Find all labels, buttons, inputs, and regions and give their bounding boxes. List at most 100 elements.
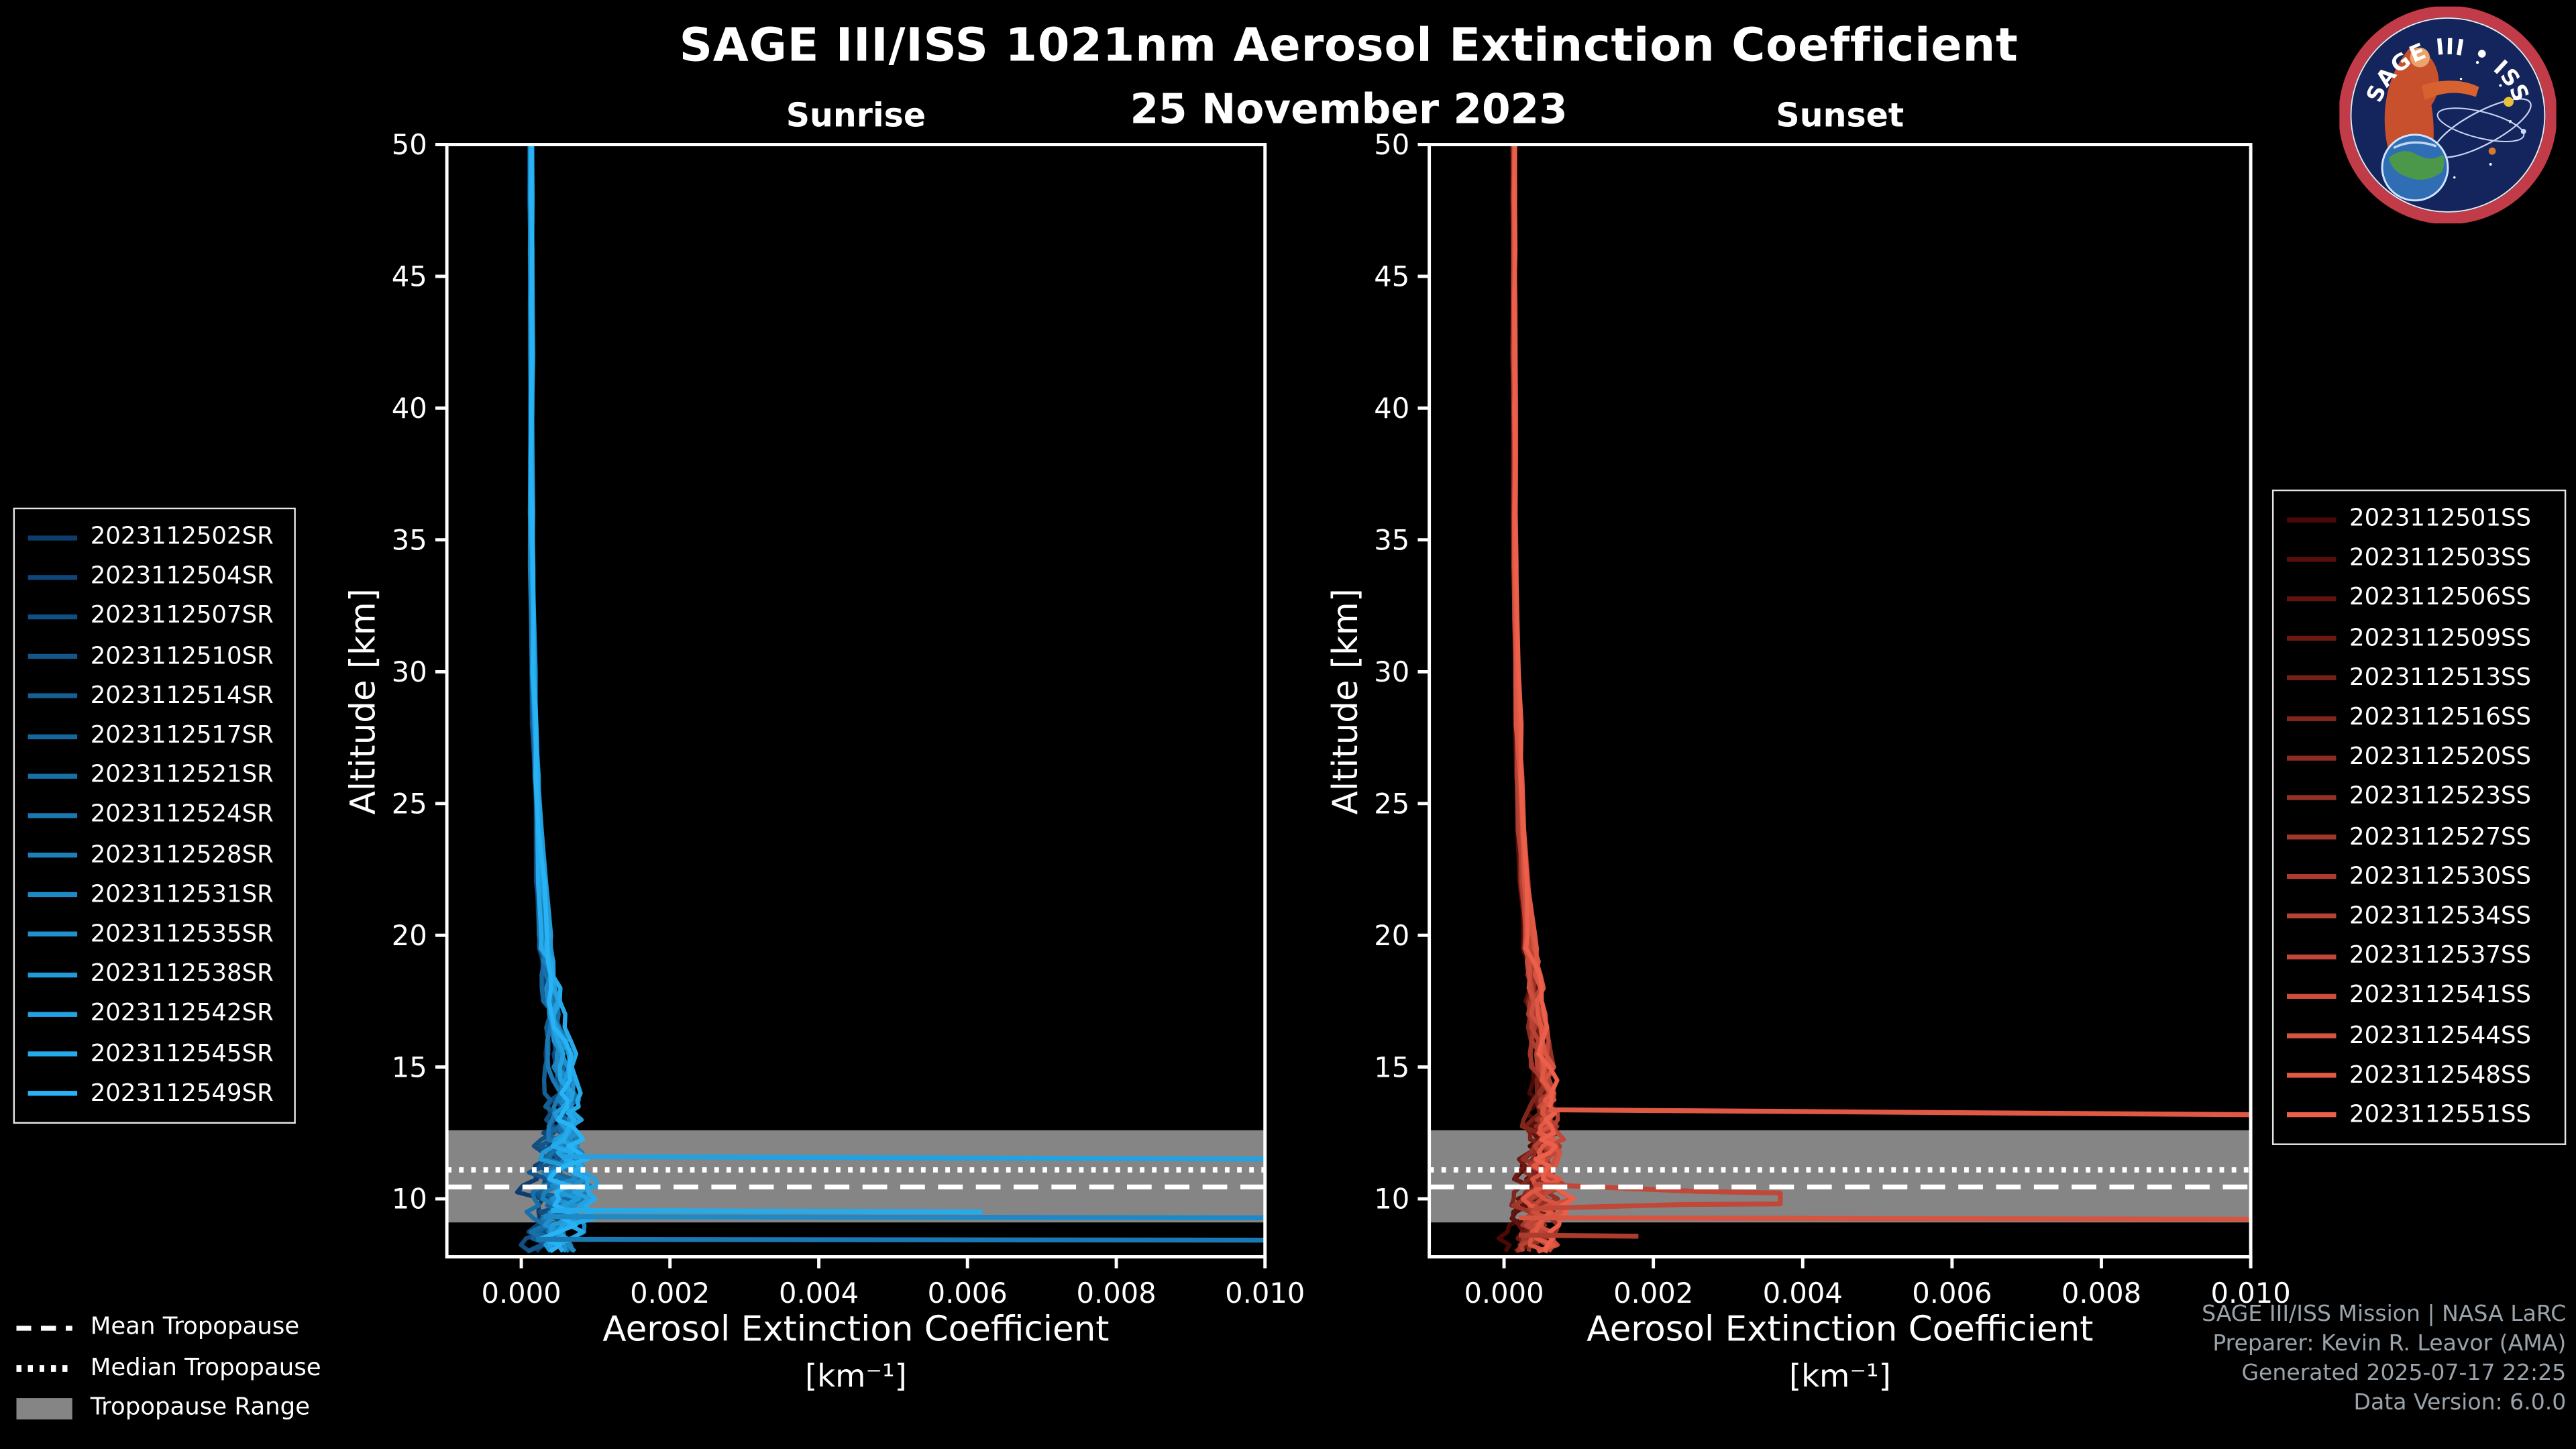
plot-border <box>445 143 1267 1258</box>
series-label: 2023112527SS <box>2349 824 2532 851</box>
series-color-swatch-icon <box>2286 835 2337 840</box>
y-axis-label-sunrise: Altitude [km] <box>343 588 383 815</box>
series-label: 2023112523SS <box>2349 784 2532 811</box>
series-label: 2023112501SS <box>2349 506 2532 533</box>
median-tropopause-legend-item: Median Tropopause <box>16 1348 321 1388</box>
legend-item: 2023112502SR <box>28 517 281 557</box>
series-label: 2023112534SS <box>2349 903 2532 930</box>
y-tick-label: 15 <box>1374 1051 1409 1083</box>
series-color-swatch-icon <box>28 654 78 659</box>
y-tick-label: 50 <box>392 128 427 161</box>
dashed-line-icon <box>16 1325 72 1331</box>
series-color-swatch-icon <box>28 813 78 818</box>
profile-line <box>1512 144 1576 1252</box>
x-tick-label: 0.002 <box>630 1277 710 1309</box>
sunrise-series-group <box>515 144 1265 1254</box>
logo-earth-icon <box>2381 133 2449 202</box>
series-label: 2023112544SS <box>2349 1022 2532 1049</box>
x-tick-label: 0.010 <box>1225 1277 1305 1309</box>
legend-item: 2023112538SR <box>28 955 281 994</box>
series-label: 2023112506SS <box>2349 585 2532 612</box>
tropopause-legend: Mean Tropopause Median Tropopause Tropop… <box>16 1307 321 1428</box>
series-label: 2023112548SS <box>2349 1062 2532 1089</box>
x-tick-label: 0.000 <box>481 1277 561 1309</box>
x-axis-units-sunrise: [km⁻¹] <box>805 1358 907 1395</box>
profile-line <box>1511 144 1576 1254</box>
legend-sunrise: 2023112502SR 2023112504SR 2023112507SR 2023… <box>13 507 296 1124</box>
series-label: 2023112521SR <box>90 762 274 790</box>
mean-tropopause-label: Mean Tropopause <box>90 1314 300 1341</box>
series-color-swatch-icon <box>2286 1073 2337 1079</box>
legend-item: 2023112537SS <box>2286 936 2551 976</box>
legend-item: 2023112513SS <box>2286 658 2551 698</box>
legend-item: 2023112545SR <box>28 1034 281 1073</box>
series-color-swatch-icon <box>28 1051 78 1057</box>
series-label: 2023112528SR <box>90 842 274 869</box>
legend-item: 2023112549SR <box>28 1074 281 1114</box>
legend-item: 2023112517SR <box>28 716 281 756</box>
sunset-series-group <box>1496 144 2251 1254</box>
y-tick-label: 45 <box>1374 260 1409 293</box>
legend-item: 2023112528SR <box>28 835 281 875</box>
x-axis-label-sunrise: Aerosol Extinction Coefficient <box>602 1309 1110 1349</box>
y-tick-label: 20 <box>392 919 427 952</box>
y-tick-label: 30 <box>392 655 427 688</box>
x-tick-label: 0.008 <box>1076 1277 1156 1309</box>
y-tick-label: 20 <box>1374 919 1409 952</box>
logo-ring <box>2339 6 2557 224</box>
x-tick-label: 0.000 <box>1464 1277 1544 1309</box>
series-color-swatch-icon <box>2286 715 2337 720</box>
mean-tropopause-legend-item: Mean Tropopause <box>16 1307 321 1348</box>
legend-item: 2023112548SS <box>2286 1056 2551 1095</box>
figure-title: SAGE III/ISS 1021nm Aerosol Extinction C… <box>679 17 2019 72</box>
legend-sunset: 2023112501SS 2023112503SS 2023112506SS 2023… <box>2271 489 2567 1145</box>
cloud-extinction-line <box>1519 1215 2251 1222</box>
series-color-swatch-icon <box>2286 1033 2337 1038</box>
credit-data-version: Data Version: 6.0.0 <box>2353 1389 2567 1417</box>
series-color-swatch-icon <box>28 694 78 699</box>
y-tick-label: 40 <box>1374 392 1409 425</box>
legend-item: 2023112534SS <box>2286 897 2551 936</box>
legend-item: 2023112509SS <box>2286 619 2551 658</box>
series-label: 2023112503SS <box>2349 545 2532 572</box>
legend-item: 2023112542SR <box>28 994 281 1034</box>
logo-inner-ring <box>2350 17 2546 213</box>
plot-border <box>1428 143 2253 1258</box>
series-color-swatch-icon <box>2286 636 2337 641</box>
legend-item: 2023112516SS <box>2286 698 2551 738</box>
series-color-swatch-icon <box>2286 954 2337 959</box>
x-tick-label: 0.008 <box>2061 1277 2141 1309</box>
y-tick-label: 50 <box>1374 128 1409 161</box>
tropopause-range-label: Tropopause Range <box>90 1395 310 1421</box>
gray-patch-icon <box>16 1397 72 1419</box>
legend-item: 2023112520SS <box>2286 738 2551 777</box>
credit-generated: Generated 2025-07-17 22:25 <box>2241 1360 2567 1387</box>
series-label: 2023112530SS <box>2349 863 2532 890</box>
series-color-swatch-icon <box>28 971 78 977</box>
y-tick-label: 10 <box>392 1183 427 1216</box>
series-label: 2023112531SR <box>90 881 274 908</box>
x-tick-label: 0.002 <box>1613 1277 1693 1309</box>
series-label: 2023112535SR <box>90 921 274 948</box>
series-color-swatch-icon <box>2286 874 2337 879</box>
x-tick-label: 0.010 <box>2211 1277 2291 1309</box>
panel-title-sunset: Sunset <box>1776 95 1904 135</box>
y-tick-label: 25 <box>1374 787 1409 820</box>
series-color-swatch-icon <box>28 574 78 580</box>
tropopause-range-legend-item: Tropopause Range <box>16 1388 321 1428</box>
legend-item: 2023112503SS <box>2286 539 2551 579</box>
profile-line <box>528 144 590 1254</box>
series-color-swatch-icon <box>28 853 78 858</box>
y-tick-label: 35 <box>392 523 427 556</box>
y-tick-label: 45 <box>392 260 427 293</box>
x-axis-label-sunset: Aerosol Extinction Coefficient <box>1587 1309 2094 1349</box>
series-color-swatch-icon <box>2286 914 2337 920</box>
credit-mission: SAGE III/ISS Mission | NASA LaRC <box>2202 1301 2567 1328</box>
series-color-swatch-icon <box>2286 556 2337 562</box>
cloud-extinction-line <box>551 1208 983 1215</box>
y-tick-label: 35 <box>1374 523 1409 556</box>
series-color-swatch-icon <box>2286 596 2337 602</box>
figure-subtitle: 25 November 2023 <box>1130 85 1568 133</box>
